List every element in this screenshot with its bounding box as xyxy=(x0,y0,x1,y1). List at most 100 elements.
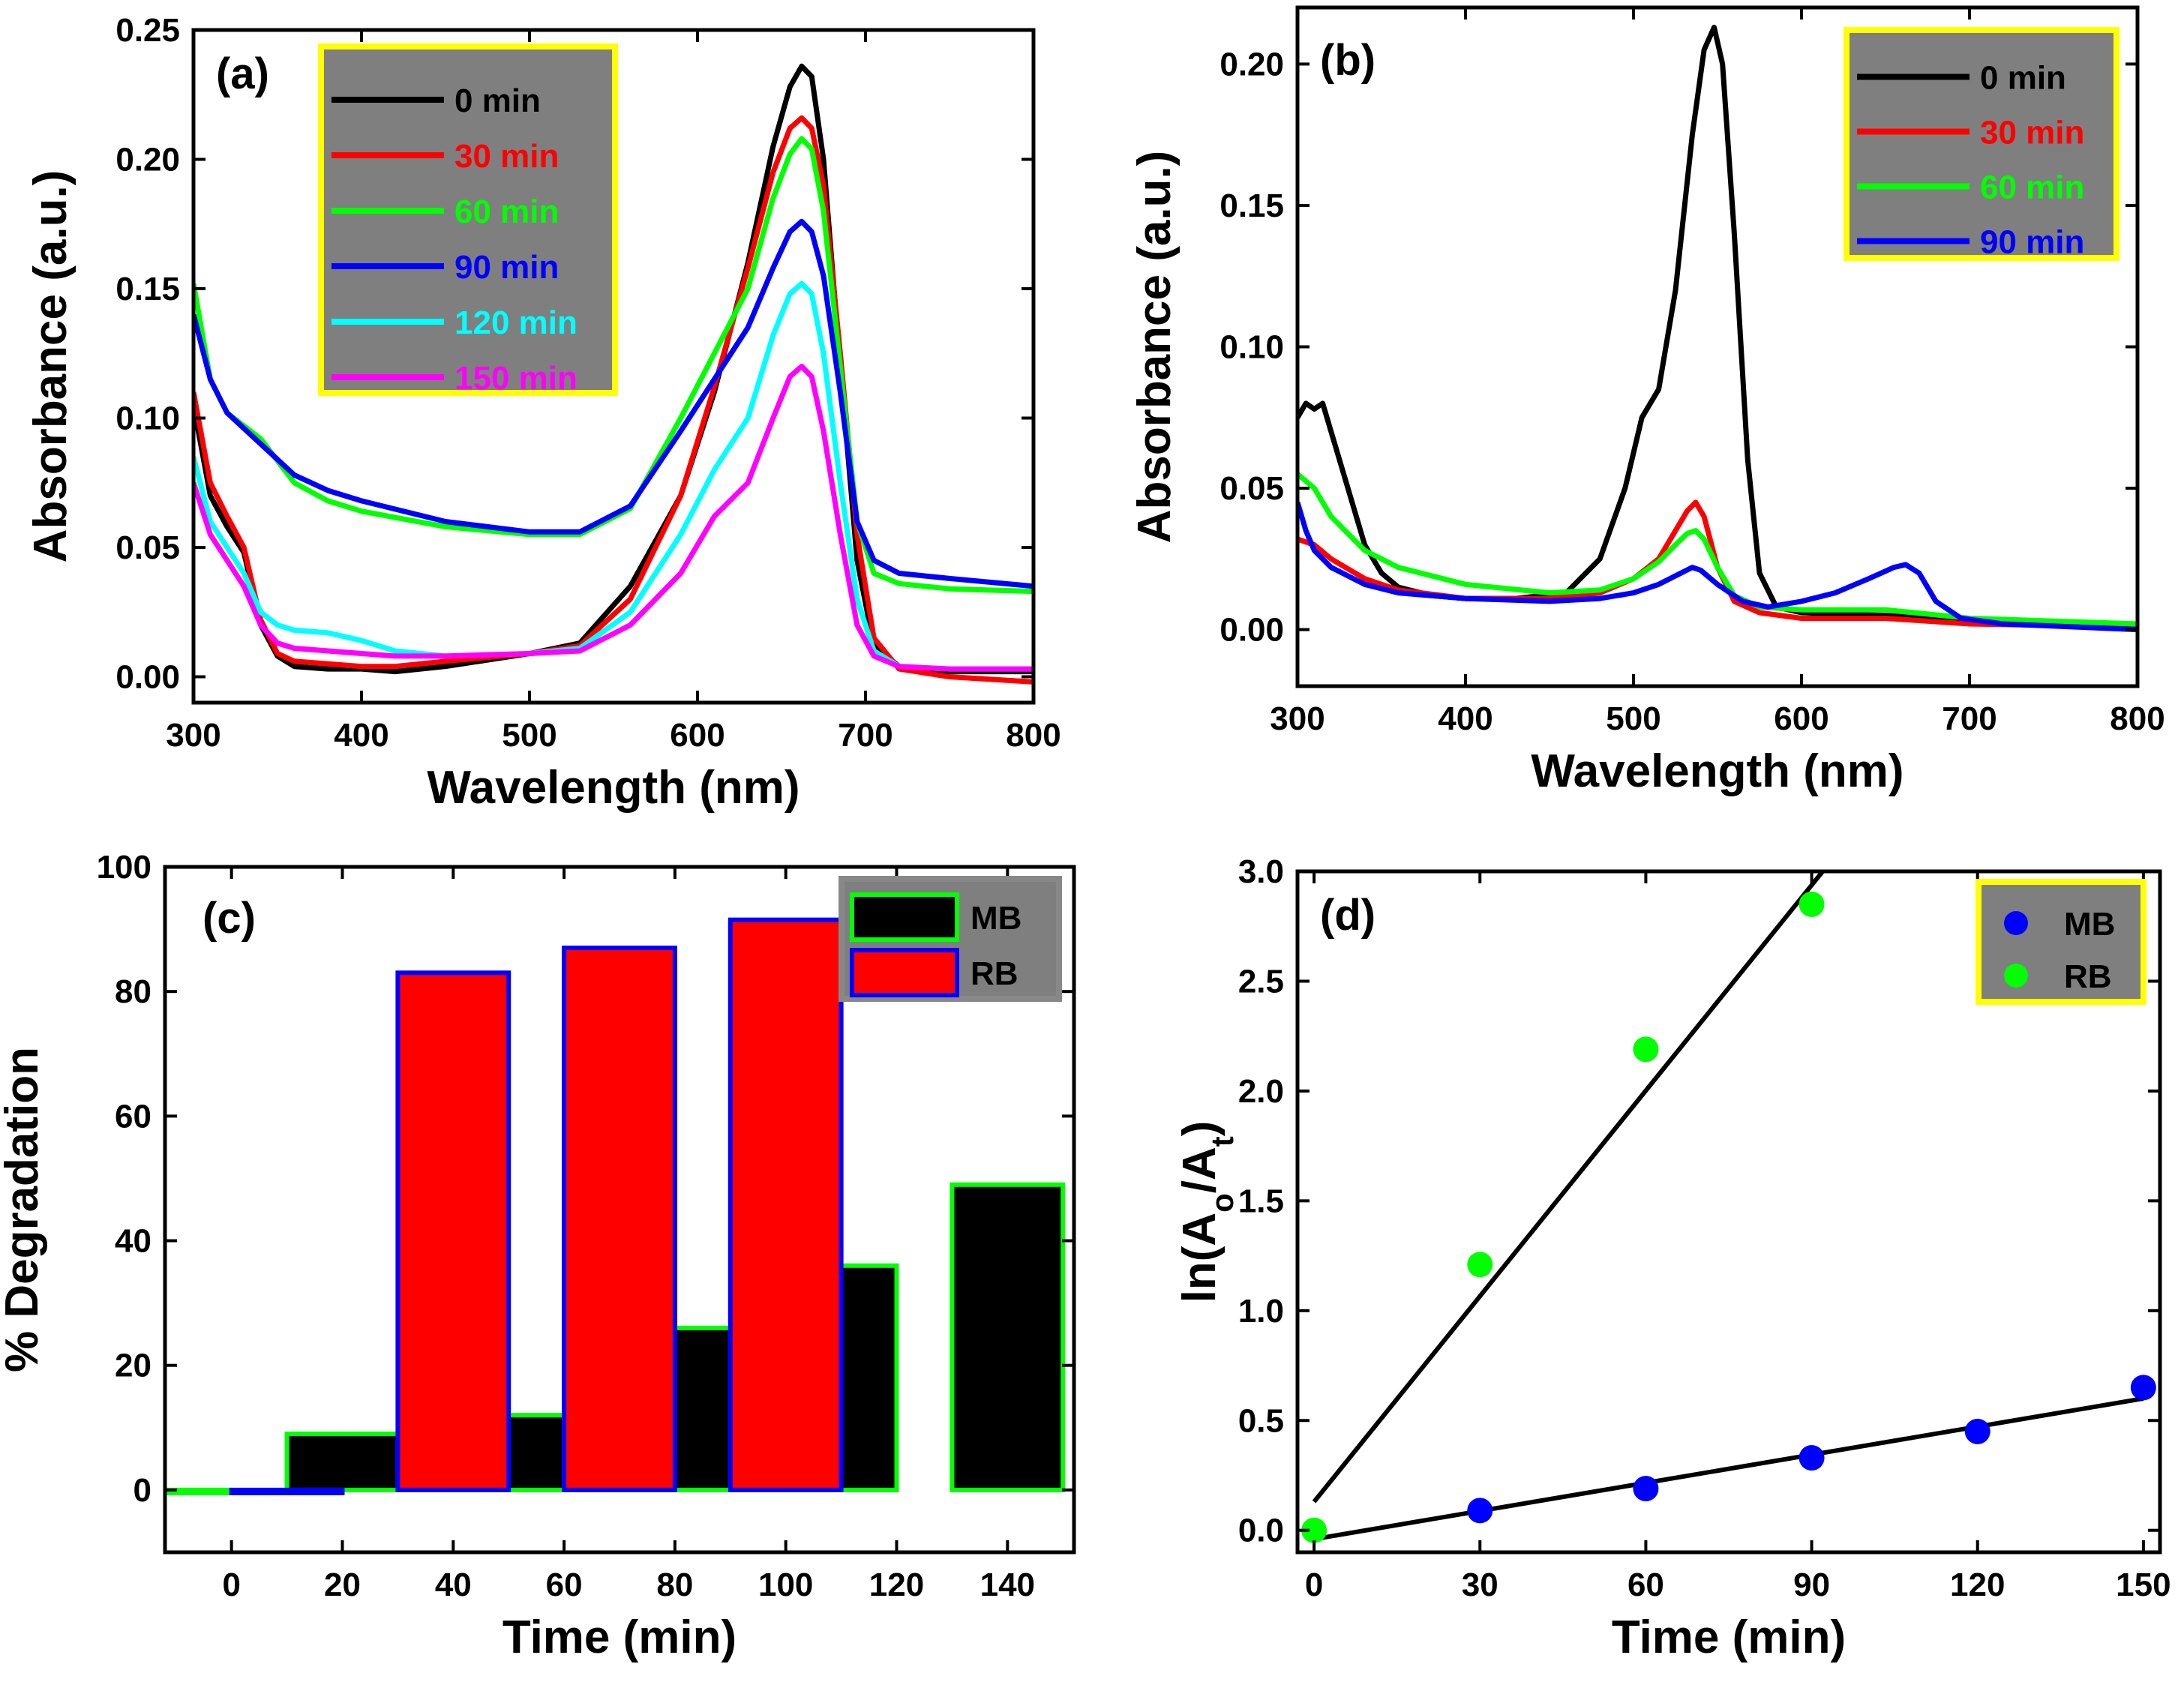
x-axis-label: Time (min) xyxy=(502,1612,736,1663)
y-tick-label-3: 0.15 xyxy=(116,271,180,307)
y-tick-label-5: 0.25 xyxy=(116,12,180,49)
series-line-60-min xyxy=(1298,472,2138,627)
y-axis-label: Absorbance (a.u.) xyxy=(25,170,76,563)
x-tick-label-4: 80 xyxy=(656,1567,693,1603)
legend-box xyxy=(318,43,618,396)
legend-label-3: 90 min xyxy=(454,249,559,286)
y-tick-label-6: 3.0 xyxy=(1238,853,1284,890)
y-tick-label-4: 0.20 xyxy=(116,142,180,178)
plot-area xyxy=(194,63,1034,685)
legend-swatch-1 xyxy=(2004,964,2028,988)
panel-a: 300 400 500 600 700 800 0.00 0.05 0.10 0.15 0.20 0.… xyxy=(25,12,1061,814)
panel-label: (b) xyxy=(1320,36,1376,85)
y-tick-label-1: 20 xyxy=(115,1348,152,1384)
x-tick-label-0: 300 xyxy=(166,717,220,754)
x-tick-label-7: 140 xyxy=(980,1567,1035,1603)
y-axis-label-part-1: o xyxy=(1204,1193,1240,1213)
plot-area xyxy=(165,917,1066,1495)
y-tick-label-1: 0.5 xyxy=(1238,1402,1284,1439)
panel-label: (c) xyxy=(202,894,256,943)
y-tick-label-1: 0.05 xyxy=(116,529,180,566)
y-tick-label-3: 0.15 xyxy=(1220,187,1284,224)
bar-RB-2 xyxy=(562,946,677,1492)
point-RB-3 xyxy=(1798,891,1825,917)
y-tick-label-5: 2.5 xyxy=(1238,963,1284,1000)
x-tick-label-0: 0 xyxy=(222,1567,240,1603)
series-line-90-min xyxy=(1298,501,2138,633)
series-line-0-min xyxy=(1298,24,2138,630)
legend-box xyxy=(1976,879,2146,1005)
legend-label-1: RB xyxy=(2064,958,2112,995)
point-MB-0 xyxy=(1467,1498,1493,1524)
x-tick-label-1: 20 xyxy=(324,1567,361,1603)
series-line-90-min xyxy=(194,218,1034,589)
y-axis-label: ln(Ao/At) xyxy=(1174,1121,1240,1303)
y-tick-label-4: 0.20 xyxy=(1220,46,1284,82)
x-tick-label-5: 150 xyxy=(2116,1567,2170,1603)
x-tick-label-3: 90 xyxy=(1793,1567,1830,1603)
legend-label-4: 120 min xyxy=(454,304,578,341)
x-tick-label-2: 500 xyxy=(1606,700,1660,737)
x-axis-label: Wavelength (nm) xyxy=(427,762,800,814)
y-axis-label-part-0: ln(A xyxy=(1174,1213,1226,1303)
legend-label-1: 30 min xyxy=(1980,115,2084,151)
x-tick-label-1: 400 xyxy=(334,717,388,754)
legend-label-1: RB xyxy=(970,955,1018,992)
legend-label-0: 0 min xyxy=(1980,60,2066,97)
legend-label-0: MB xyxy=(970,900,1022,937)
panel-b: 300 400 500 600 700 800 0.00 0.05 0.10 0.15 0.20 Wa… xyxy=(1129,5,2165,797)
bar-RB-3 xyxy=(728,917,844,1492)
y-tick-label-0: 0 xyxy=(134,1472,152,1509)
bar-MB-1 xyxy=(284,1432,400,1492)
legend-swatch-1 xyxy=(850,948,959,997)
y-tick-label-3: 60 xyxy=(115,1098,152,1135)
series-line-120-min xyxy=(194,280,1034,672)
x-tick-label-2: 40 xyxy=(435,1567,472,1603)
point-MB-4 xyxy=(2130,1375,2156,1401)
legend-label-3: 90 min xyxy=(1980,224,2084,261)
y-tick-label-1: 0.05 xyxy=(1220,470,1284,507)
x-axis-label: Time (min) xyxy=(1612,1612,1846,1663)
x-tick-label-4: 700 xyxy=(838,717,892,754)
legend: MB RB xyxy=(1976,879,2146,1005)
legend-swatch-0 xyxy=(850,892,959,942)
y-tick-label-4: 80 xyxy=(115,973,152,1010)
x-tick-label-3: 600 xyxy=(1774,700,1828,737)
panel-label: (d) xyxy=(1320,891,1376,940)
point-MB-2 xyxy=(1798,1445,1825,1471)
x-tick-label-5: 100 xyxy=(758,1567,813,1603)
panel-d: 0 30 60 90 120 150 0.0 0.5 1.0 1.5 2.0 2.5 3.0 Time (… xyxy=(1174,853,2171,1663)
x-tick-label-2: 60 xyxy=(1628,1567,1664,1603)
x-axis-label: Wavelength (nm) xyxy=(1531,745,1904,797)
x-tick-label-1: 400 xyxy=(1438,700,1492,737)
y-tick-label-5: 100 xyxy=(97,849,152,886)
legend-label-5: 150 min xyxy=(454,360,578,397)
x-tick-label-6: 120 xyxy=(869,1567,924,1603)
y-tick-label-3: 1.5 xyxy=(1238,1183,1284,1219)
y-axis-label-part-2: /A xyxy=(1174,1147,1226,1193)
panel-label: (a) xyxy=(216,49,269,98)
bar-RB-0 xyxy=(229,1487,345,1495)
y-tick-label-2: 0.10 xyxy=(1220,329,1284,366)
legend: 0 min 30 min 60 min 90 min 120 min 150 min xyxy=(318,43,618,397)
x-tick-label-4: 120 xyxy=(1950,1567,2005,1603)
fit-line-1 xyxy=(1312,871,1825,1504)
legend-label-2: 60 min xyxy=(1980,169,2084,206)
x-tick-label-2: 500 xyxy=(502,717,556,754)
x-tick-label-1: 30 xyxy=(1462,1567,1498,1603)
point-RB-1 xyxy=(1467,1252,1493,1278)
y-axis-label-part-3: t xyxy=(1204,1136,1240,1147)
legend: MB RB xyxy=(838,876,1062,1002)
series-line-30-min xyxy=(1298,499,2138,630)
series-line-150-min xyxy=(194,364,1034,672)
plot-area xyxy=(1298,24,2138,633)
x-tick-label-5: 800 xyxy=(2110,700,2164,737)
legend-box xyxy=(1844,27,2120,261)
legend-label-1: 30 min xyxy=(454,138,559,175)
y-tick-label-0: 0.0 xyxy=(1238,1513,1284,1549)
bar-MB-5 xyxy=(950,1182,1066,1492)
panel-c: 0 20 40 60 80 100 120 140 0 20 40 60 80 100 Time (min)… xyxy=(0,849,1076,1663)
plot-frame xyxy=(1295,869,2162,1555)
y-axis-label: % Degradation xyxy=(0,1047,48,1372)
legend-label-0: MB xyxy=(2064,906,2115,943)
